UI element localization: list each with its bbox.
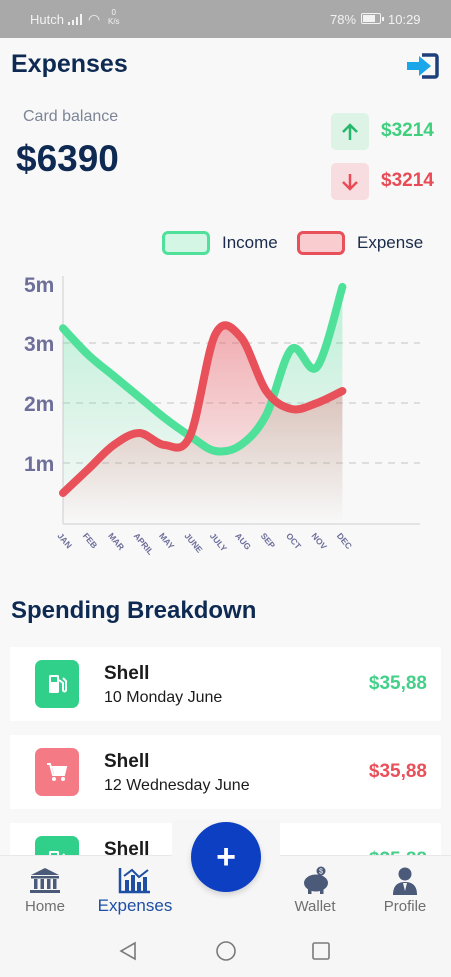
legend-expense-label: Expense xyxy=(357,233,424,252)
arrow-down-icon xyxy=(342,173,358,191)
transaction-item[interactable]: Shell 12 Wednesday June $35,88 xyxy=(10,735,441,809)
legend-income: Income xyxy=(162,231,278,255)
logout-button[interactable] xyxy=(405,52,439,80)
transaction-date: 12 Wednesday June xyxy=(104,777,250,794)
fuel-icon-tile xyxy=(35,660,79,708)
battery-icon xyxy=(361,13,384,24)
recents-icon[interactable] xyxy=(311,941,331,961)
income-arrow-badge xyxy=(331,113,369,150)
clock: 10:29 xyxy=(388,12,421,27)
user-profile-icon xyxy=(393,867,417,895)
x-tick-label: JULY xyxy=(208,531,229,554)
nav-expenses-label: Expenses xyxy=(97,896,173,915)
x-tick-label: AUG xyxy=(233,531,253,552)
status-bar: Hutch ◠ 0 K/s 78% 10:29 xyxy=(0,0,451,38)
transaction-amount: $35,88 xyxy=(368,761,427,782)
legend-expense-swatch xyxy=(297,231,345,255)
legend-income-label: Income xyxy=(222,233,278,252)
x-tick-label: JUNE xyxy=(182,531,204,555)
battery-percent: 78% xyxy=(330,12,357,27)
wifi-icon: ◠ xyxy=(88,11,101,27)
shopping-cart-icon xyxy=(47,763,68,781)
x-tick-label: DEC xyxy=(335,531,354,551)
back-icon[interactable] xyxy=(118,941,138,961)
balance-label: Card balance xyxy=(23,108,119,125)
add-expense-button[interactable]: + xyxy=(191,822,261,892)
transaction-name: Shell xyxy=(104,663,150,684)
bar-chart-icon xyxy=(118,868,150,894)
y-tick-label: 3m xyxy=(24,333,54,356)
expense-arrow-badge xyxy=(331,163,369,200)
x-tick-label: JAN xyxy=(55,531,74,550)
y-tick-label: 5m xyxy=(24,274,54,297)
bank-icon xyxy=(30,868,60,893)
y-tick-label: 1m xyxy=(24,453,54,476)
home-circle-icon[interactable] xyxy=(215,940,237,962)
expense-area xyxy=(63,325,343,522)
spending-breakdown-title: Spending Breakdown xyxy=(11,597,257,624)
transaction-date: 10 Monday June xyxy=(104,689,223,706)
cart-icon-tile xyxy=(35,748,79,796)
nav-profile-label: Profile xyxy=(383,898,427,915)
income-series-line xyxy=(59,282,347,456)
svg-text:$: $ xyxy=(319,869,323,876)
arrow-up-icon xyxy=(342,122,358,140)
transaction-amount: $35,88 xyxy=(368,673,427,694)
balance-value: $6390 xyxy=(16,138,119,179)
income-amount: $3214 xyxy=(381,120,434,141)
nav-home-label: Home xyxy=(24,898,65,915)
nav-wallet-label: Wallet xyxy=(294,898,336,915)
x-tick-label: NOV xyxy=(309,531,329,552)
transaction-name: Shell xyxy=(104,751,150,772)
x-tick-label: OCT xyxy=(284,531,304,552)
legend-income-swatch xyxy=(162,231,210,255)
expense-amount: $3214 xyxy=(381,170,434,191)
y-tick-label: 2m xyxy=(24,393,54,416)
network-speed: 0 K/s xyxy=(108,8,120,26)
page-title: Expenses xyxy=(11,50,128,78)
transaction-name: Shell xyxy=(104,839,150,860)
x-tick-label: APRIL xyxy=(132,531,156,557)
income-expense-chart: 1m 2m 3m 5m JAN FEB MAR APRIL MAY JUNE JULY AUG SEP… xyxy=(24,274,420,557)
logout-icon xyxy=(407,53,439,79)
legend-expense: Expense xyxy=(297,231,423,255)
x-tick-label: FEB xyxy=(81,531,100,550)
carrier-name: Hutch xyxy=(30,12,64,27)
piggy-bank-icon: $ xyxy=(304,866,328,894)
x-tick-label: SEP xyxy=(259,531,278,551)
fuel-pump-icon xyxy=(49,675,67,693)
expense-series-line xyxy=(59,321,347,497)
transaction-item[interactable]: Shell 10 Monday June $35,88 xyxy=(10,647,441,721)
x-tick-label: MAR xyxy=(106,531,126,552)
system-navigation-bar xyxy=(0,925,451,977)
signal-icon xyxy=(68,13,82,25)
x-tick-label: MAY xyxy=(157,531,177,552)
